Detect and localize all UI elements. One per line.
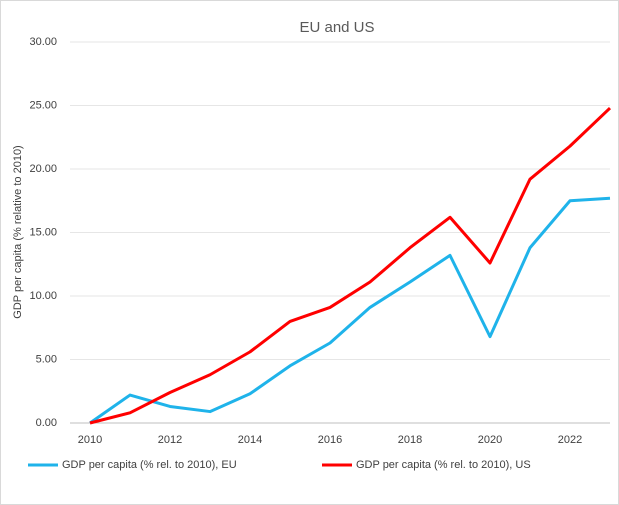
x-tick-label: 2010 bbox=[78, 434, 102, 446]
legend-label: GDP per capita (% rel. to 2010), US bbox=[356, 459, 531, 471]
y-tick-label: 5.00 bbox=[36, 353, 57, 365]
chart-title: EU and US bbox=[299, 19, 374, 36]
y-axis-label: GDP per capita (% relative to 2010) bbox=[12, 145, 24, 318]
series-line bbox=[89, 106, 612, 425]
legend-label: GDP per capita (% rel. to 2010), EU bbox=[62, 459, 237, 471]
x-tick-label: 2014 bbox=[238, 434, 262, 446]
x-tick-label: 2022 bbox=[558, 434, 582, 446]
y-tick-label: 15.00 bbox=[29, 226, 57, 238]
series-line bbox=[89, 196, 611, 425]
x-tick-label: 2020 bbox=[478, 434, 502, 446]
x-tick-label: 2016 bbox=[318, 434, 342, 446]
x-tick-label: 2018 bbox=[398, 434, 422, 446]
y-tick-label: 25.00 bbox=[29, 99, 57, 111]
y-tick-label: 0.00 bbox=[36, 417, 57, 429]
y-tick-label: 20.00 bbox=[29, 163, 57, 175]
x-tick-label: 2012 bbox=[158, 434, 182, 446]
y-tick-label: 30.00 bbox=[29, 36, 57, 48]
y-tick-label: 10.00 bbox=[29, 290, 57, 302]
